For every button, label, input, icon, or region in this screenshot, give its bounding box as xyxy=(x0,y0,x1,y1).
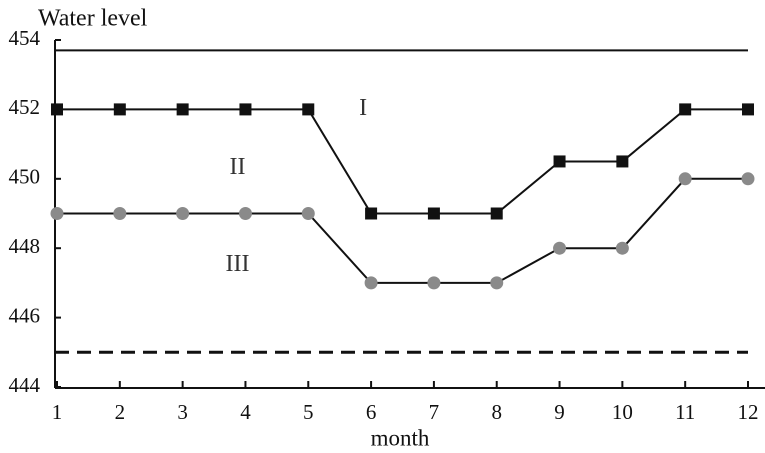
point xyxy=(50,207,64,220)
point xyxy=(176,103,189,116)
y-tick-label: 450 xyxy=(9,165,41,189)
x-tick-label: 5 xyxy=(303,400,314,424)
x-tick-label: 6 xyxy=(366,400,377,424)
region-label: II xyxy=(229,154,245,180)
point xyxy=(239,103,252,116)
point xyxy=(615,241,629,255)
region-label: III xyxy=(225,251,249,277)
x-tick-label: 7 xyxy=(429,400,440,424)
point xyxy=(427,207,440,220)
x-tick-label: 4 xyxy=(240,400,251,424)
point xyxy=(742,103,754,116)
point xyxy=(678,172,692,186)
y-tick-label: 446 xyxy=(9,303,41,327)
point xyxy=(553,241,567,255)
point xyxy=(302,103,315,116)
y-tick-label: 444 xyxy=(9,373,41,397)
x-tick-label: 3 xyxy=(177,400,188,424)
point xyxy=(679,103,692,116)
x-tick-label: 11 xyxy=(675,400,695,424)
point xyxy=(238,207,252,220)
point xyxy=(427,276,441,290)
chart-title: Water level xyxy=(38,6,148,32)
y-tick-label: 454 xyxy=(9,26,41,50)
point xyxy=(301,207,315,220)
x-tick-label: 1 xyxy=(52,400,63,424)
x-tick-label: 8 xyxy=(491,400,502,424)
point xyxy=(113,207,127,220)
x-tick-label: 10 xyxy=(612,400,633,424)
region-label: I xyxy=(359,95,367,121)
point xyxy=(553,155,566,168)
point xyxy=(51,103,63,116)
x-axis-label: month xyxy=(371,425,430,450)
point xyxy=(176,207,190,220)
point xyxy=(365,207,378,220)
point xyxy=(741,172,755,186)
series-line xyxy=(57,177,748,284)
point xyxy=(490,276,504,290)
point xyxy=(113,103,126,116)
x-tick-label: 9 xyxy=(554,400,565,424)
series-line xyxy=(57,108,748,215)
point xyxy=(616,155,629,168)
point xyxy=(364,276,378,290)
point xyxy=(490,207,503,220)
y-tick-label: 448 xyxy=(9,234,41,258)
y-tick-label: 452 xyxy=(9,95,41,119)
x-tick-label: 12 xyxy=(738,400,759,424)
x-tick-label: 2 xyxy=(115,400,126,424)
